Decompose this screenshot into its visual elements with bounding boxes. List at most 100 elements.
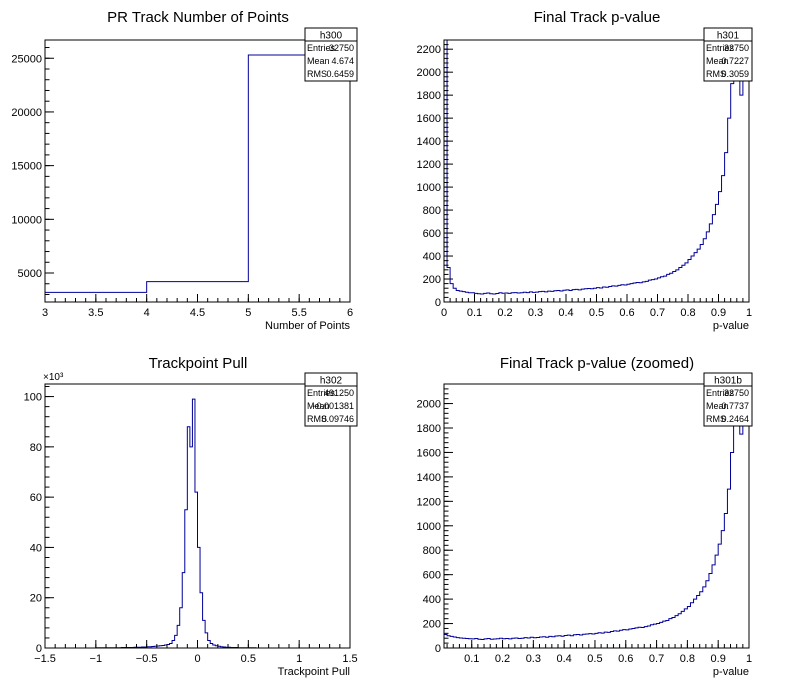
stats-box-frame	[703, 27, 753, 82]
stats-value: 0.7227	[721, 56, 749, 66]
stats-histogram-name: h301	[717, 31, 740, 42]
x-tick-label: 5	[245, 307, 251, 319]
y-tick-label: 20	[30, 593, 42, 605]
plot-frame	[443, 39, 750, 303]
y-tick-label: 200	[423, 619, 441, 631]
histogram-pad-4: Final Track p-value (zoomed) 0.1 0.2 0.3 0.4…	[417, 355, 753, 678]
y-tick-label: 0	[435, 297, 441, 309]
histogram-line	[444, 384, 749, 640]
stats-histogram-name: h300	[320, 31, 343, 42]
y-tick-label: 600	[423, 570, 441, 582]
stats-value: 0.6459	[326, 69, 354, 79]
x-tick-label: 0.5	[589, 307, 604, 319]
y-tick-label: 1600	[417, 447, 441, 459]
x-tick-label: 1	[746, 653, 752, 665]
x-tick-label: 0	[441, 307, 447, 319]
stats-label: Entries	[307, 43, 336, 53]
x-tick-label: 0.6	[619, 307, 634, 319]
stats-box-frame	[304, 372, 358, 427]
stats-box-frame	[304, 27, 358, 82]
y-tick-label: 100	[24, 392, 42, 404]
x-tick-label: 0.5	[241, 653, 256, 665]
y-tick-label: 200	[423, 274, 441, 286]
stats-value: 32750	[724, 43, 749, 53]
x-tick-label: 0.8	[680, 307, 695, 319]
y-tick-label: 2000	[417, 399, 441, 411]
stats-box-frame	[703, 372, 753, 427]
stats-label: RMS	[307, 69, 327, 79]
x-axis-label: p-value	[713, 320, 749, 332]
x-tick-label: 5.5	[292, 307, 307, 319]
chart-title: PR Track Number of Points	[107, 9, 289, 26]
y-tick-label: 1000	[417, 182, 441, 194]
x-tick-label: 0.8	[680, 653, 695, 665]
y-tick-label: 1800	[417, 423, 441, 435]
stats-label: Mean	[307, 56, 330, 66]
stats-label: Entries	[706, 43, 735, 53]
x-tick-label: 1	[296, 653, 302, 665]
x-tick-label: 1	[746, 307, 752, 319]
stats-value: 0.2464	[721, 414, 749, 424]
y-tick-label: 80	[30, 442, 42, 454]
y-tick-label: 0	[435, 643, 441, 655]
y-exponent-label: ×10³	[43, 372, 64, 383]
x-tick-label: 0.6	[618, 653, 633, 665]
histogram-pad-3: Trackpoint Pull −1.5 −1 −0.5 0 0.5 1 1.5 0 20 40 60…	[24, 355, 358, 678]
x-tick-label: 0.4	[557, 653, 572, 665]
y-tick-label: 400	[423, 594, 441, 606]
y-tick-label: 800	[423, 545, 441, 557]
stats-label: Mean	[706, 401, 729, 411]
plot-frame	[443, 383, 750, 649]
stats-label: RMS	[706, 414, 726, 424]
histogram-pad-1: PR Track Number of Points 3 3.5 4 4.5 5 5.5 6 50…	[11, 9, 358, 332]
x-tick-label: 0.2	[495, 653, 510, 665]
stats-value: 32750	[724, 388, 749, 398]
x-tick-label: 0	[194, 653, 200, 665]
y-tick-label: 1600	[417, 113, 441, 125]
y-tick-label: 1400	[417, 136, 441, 148]
stats-histogram-name: h302	[320, 376, 343, 387]
stats-label: RMS	[706, 69, 726, 79]
stats-value: 0.09746	[321, 414, 354, 424]
histogram-line	[45, 54, 350, 293]
chart-title: Final Track p-value (zoomed)	[500, 355, 694, 372]
histogram-pad-2: Final Track p-value 0 0.1 0.2 0.3 0.4 0.5 0.6 0.…	[417, 9, 753, 332]
y-tick-label: 1200	[417, 159, 441, 171]
stats-value: −0.001381	[311, 401, 354, 411]
x-tick-label: 0.7	[650, 307, 665, 319]
y-tick-label: 0	[36, 643, 42, 655]
x-tick-label: 1.5	[342, 653, 357, 665]
y-tick-label: 600	[423, 228, 441, 240]
x-tick-label: 3	[42, 307, 48, 319]
y-tick-label: 20000	[11, 107, 42, 119]
y-tick-label: 1200	[417, 496, 441, 508]
stats-value: 32750	[329, 43, 354, 53]
x-tick-label: 0.2	[497, 307, 512, 319]
y-tick-label: 1400	[417, 472, 441, 484]
stats-histogram-name: h301b	[714, 376, 742, 387]
histogram-line	[444, 40, 749, 295]
x-tick-label: 6	[347, 307, 353, 319]
y-tick-label: 1000	[417, 521, 441, 533]
stats-value: 491250	[324, 388, 354, 398]
stats-label: Mean	[706, 56, 729, 66]
stats-value: 0.3059	[721, 69, 749, 79]
x-tick-label: 3.5	[88, 307, 103, 319]
x-tick-label: 0.1	[464, 653, 479, 665]
x-tick-label: 0.9	[711, 307, 726, 319]
stats-value: 0.7737	[721, 401, 749, 411]
stats-label: Mean	[307, 401, 330, 411]
x-tick-label: 4.5	[190, 307, 205, 319]
y-tick-label: 25000	[11, 53, 42, 65]
x-tick-label: 0.5	[587, 653, 602, 665]
x-tick-label: 0.9	[711, 653, 726, 665]
chart-title: Final Track p-value	[534, 9, 661, 26]
y-tick-label: 15000	[11, 161, 42, 173]
x-tick-label: −0.5	[136, 653, 158, 665]
y-tick-label: 1800	[417, 90, 441, 102]
y-tick-label: 800	[423, 205, 441, 217]
y-tick-label: 10000	[11, 214, 42, 226]
